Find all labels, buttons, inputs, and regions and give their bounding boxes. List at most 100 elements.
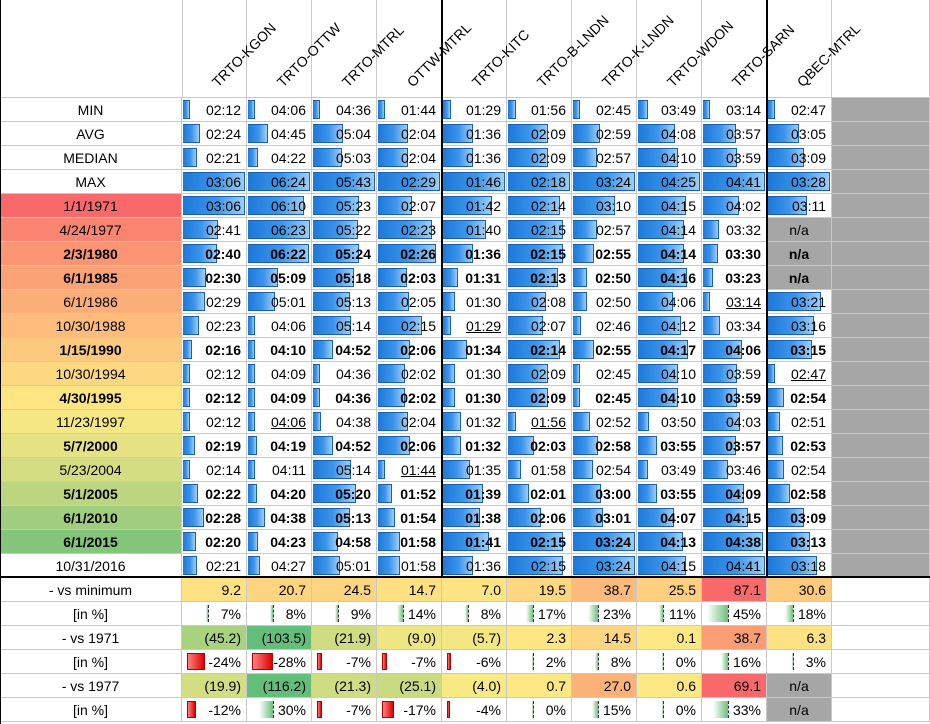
- compare-cell[interactable]: 7%: [182, 602, 247, 626]
- date-row-cell[interactable]: 02:23: [182, 314, 247, 338]
- date-row-cell[interactable]: 02:30: [182, 266, 247, 290]
- date-row-cell[interactable]: 03:21: [767, 290, 832, 314]
- stat-row-cell[interactable]: 04:36: [312, 98, 377, 122]
- date-row-cell[interactable]: 04:17: [637, 338, 702, 362]
- date-row-cell[interactable]: 04:19: [247, 434, 312, 458]
- compare-cell[interactable]: (21.3): [312, 674, 377, 698]
- date-row-cell[interactable]: 01:34: [442, 338, 507, 362]
- date-row-cell[interactable]: 01:36: [442, 554, 507, 578]
- date-row-cell[interactable]: 02:01: [507, 482, 572, 506]
- date-row-cell[interactable]: 01:39: [442, 482, 507, 506]
- date-row-cell[interactable]: 03:18: [767, 554, 832, 578]
- column-header[interactable]: [312, 0, 377, 98]
- date-row-cell[interactable]: 03:34: [702, 314, 767, 338]
- date-row-cell[interactable]: 06:22: [247, 242, 312, 266]
- date-row-cell[interactable]: 04:38: [312, 410, 377, 434]
- compare-cell[interactable]: 27.0: [572, 674, 637, 698]
- date-row-cell[interactable]: 02:12: [182, 362, 247, 386]
- compare-cell[interactable]: -12%: [182, 698, 247, 722]
- date-row-cell[interactable]: 03:59: [702, 362, 767, 386]
- date-row-cell[interactable]: 05:09: [247, 266, 312, 290]
- stat-row-cell[interactable]: 02:59: [572, 122, 637, 146]
- date-row-cell[interactable]: 02:14: [182, 458, 247, 482]
- column-header[interactable]: [637, 0, 702, 98]
- date-row-cell[interactable]: 02:15: [507, 554, 572, 578]
- stat-row-cell[interactable]: 03:49: [637, 98, 702, 122]
- date-row-cell[interactable]: 04:52: [312, 338, 377, 362]
- date-row-cell[interactable]: 04:16: [637, 266, 702, 290]
- compare-cell[interactable]: 87.1: [702, 578, 767, 602]
- compare-cell[interactable]: 38.7: [702, 626, 767, 650]
- stat-row-cell[interactable]: 03:09: [767, 146, 832, 170]
- column-header[interactable]: [572, 0, 637, 98]
- date-row-cell[interactable]: 01:38: [442, 506, 507, 530]
- column-header[interactable]: [247, 0, 312, 98]
- stat-row-cell[interactable]: 02:45: [572, 98, 637, 122]
- compare-cell[interactable]: 16%: [702, 650, 767, 674]
- date-row-cell[interactable]: 02:54: [572, 458, 637, 482]
- date-row-cell[interactable]: 03:24: [572, 554, 637, 578]
- stat-row-cell[interactable]: 02:09: [507, 146, 572, 170]
- column-header[interactable]: [182, 0, 247, 98]
- date-row-cell[interactable]: 04:09: [247, 386, 312, 410]
- date-row-cell[interactable]: 05:14: [312, 458, 377, 482]
- stat-row-cell[interactable]: 01:46: [442, 170, 507, 194]
- date-row-cell[interactable]: 02:14: [507, 194, 572, 218]
- date-row-cell[interactable]: 01:42: [442, 194, 507, 218]
- date-row-cell[interactable]: 03:11: [767, 194, 832, 218]
- stat-row-cell[interactable]: 04:25: [637, 170, 702, 194]
- date-row-cell[interactable]: n/a: [767, 242, 832, 266]
- date-row-cell[interactable]: 02:53: [767, 434, 832, 458]
- stat-row-cell[interactable]: 05:43: [312, 170, 377, 194]
- stat-row-cell[interactable]: 05:04: [312, 122, 377, 146]
- stat-row-cell[interactable]: 01:36: [442, 122, 507, 146]
- date-row-cell[interactable]: 02:08: [507, 290, 572, 314]
- date-row-cell[interactable]: n/a: [767, 266, 832, 290]
- date-row-cell[interactable]: 02:12: [182, 386, 247, 410]
- compare-cell[interactable]: 2%: [507, 650, 572, 674]
- date-row-cell[interactable]: 01:32: [442, 410, 507, 434]
- stat-row-cell[interactable]: 03:14: [702, 98, 767, 122]
- date-row-cell[interactable]: 02:02: [377, 362, 442, 386]
- compare-cell[interactable]: 14.5: [572, 626, 637, 650]
- compare-cell[interactable]: 14.7: [377, 578, 442, 602]
- date-row-cell[interactable]: 04:10: [637, 362, 702, 386]
- compare-cell[interactable]: 0%: [637, 650, 702, 674]
- date-row-cell[interactable]: 02:57: [572, 218, 637, 242]
- date-row-cell[interactable]: 02:46: [572, 314, 637, 338]
- date-row-cell[interactable]: 05:14: [312, 314, 377, 338]
- stat-row-cell[interactable]: 03:59: [702, 146, 767, 170]
- date-row-cell[interactable]: 02:50: [572, 290, 637, 314]
- date-row-cell[interactable]: 02:51: [767, 410, 832, 434]
- date-row-cell[interactable]: 01:44: [377, 458, 442, 482]
- stat-row-cell[interactable]: 01:56: [507, 98, 572, 122]
- date-row-cell[interactable]: 04:58: [312, 530, 377, 554]
- compare-cell[interactable]: 17%: [507, 602, 572, 626]
- compare-cell[interactable]: 0%: [637, 698, 702, 722]
- date-row-cell[interactable]: 02:07: [377, 194, 442, 218]
- compare-cell[interactable]: (5.7): [442, 626, 507, 650]
- date-row-cell[interactable]: 02:13: [507, 266, 572, 290]
- date-row-cell[interactable]: 03:32: [702, 218, 767, 242]
- date-row-cell[interactable]: 04:06: [247, 410, 312, 434]
- date-row-cell[interactable]: 03:15: [767, 338, 832, 362]
- date-row-cell[interactable]: 03:55: [637, 434, 702, 458]
- compare-cell[interactable]: (9.0): [377, 626, 442, 650]
- date-row-cell[interactable]: 02:03: [507, 434, 572, 458]
- date-row-cell[interactable]: 02:23: [377, 218, 442, 242]
- date-row-cell[interactable]: 04:15: [637, 554, 702, 578]
- date-row-cell[interactable]: 02:06: [377, 434, 442, 458]
- date-row-cell[interactable]: 03:09: [767, 506, 832, 530]
- date-row-cell[interactable]: 02:28: [182, 506, 247, 530]
- compare-cell[interactable]: 0%: [507, 698, 572, 722]
- date-row-cell[interactable]: 04:12: [637, 314, 702, 338]
- compare-cell[interactable]: -7%: [312, 650, 377, 674]
- column-header[interactable]: [442, 0, 507, 98]
- compare-cell[interactable]: 23%: [572, 602, 637, 626]
- date-row-cell[interactable]: 04:14: [637, 242, 702, 266]
- date-row-cell[interactable]: 02:47: [767, 362, 832, 386]
- stat-row-cell[interactable]: 02:09: [507, 122, 572, 146]
- stat-row-cell[interactable]: 05:03: [312, 146, 377, 170]
- date-row-cell[interactable]: 01:32: [442, 434, 507, 458]
- compare-cell[interactable]: -17%: [377, 698, 442, 722]
